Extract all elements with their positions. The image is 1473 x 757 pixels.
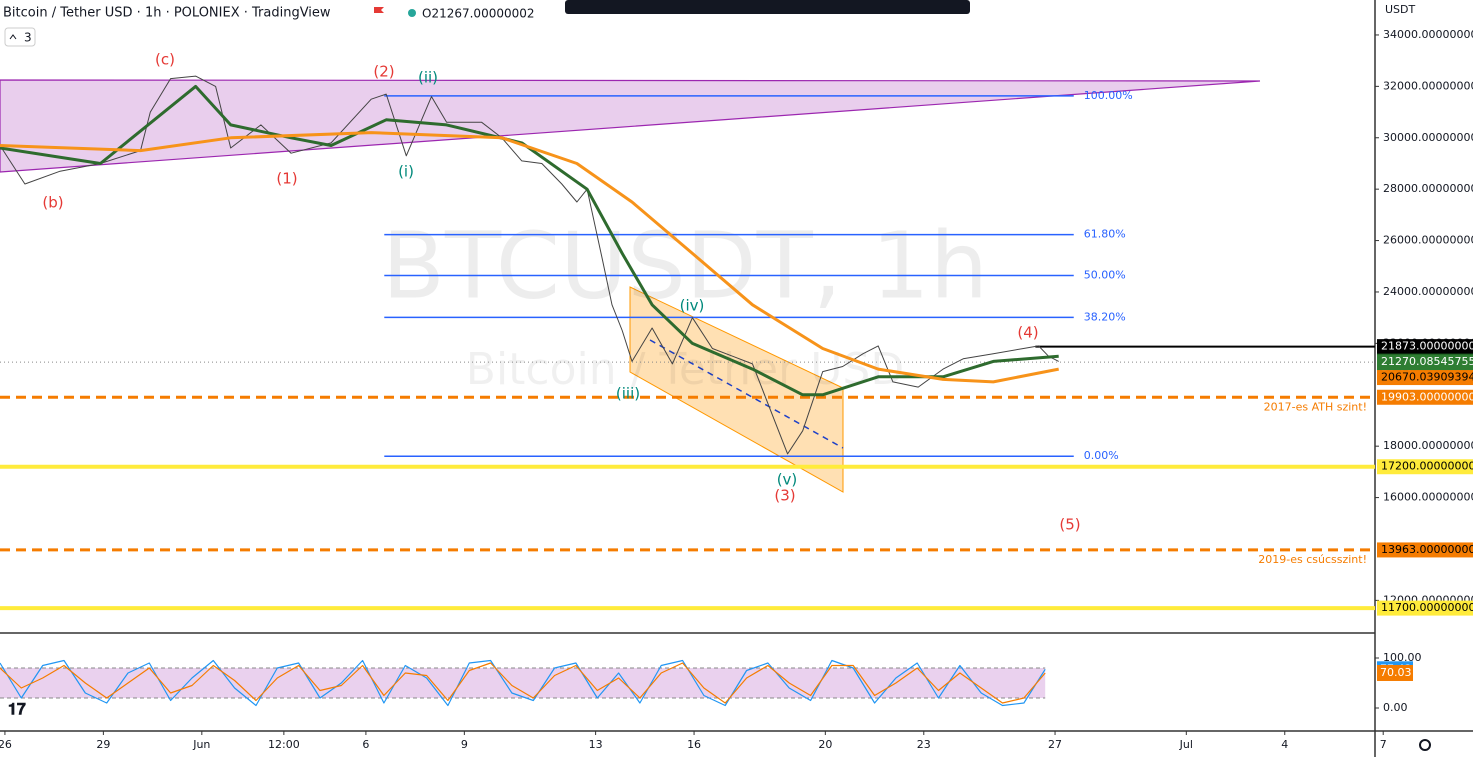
symbol-title[interactable]: Bitcoin / Tether USD · 1h · POLONIEX · T… bbox=[3, 6, 331, 21]
wave-label: (5) bbox=[1059, 516, 1080, 534]
price-unit[interactable]: USDT bbox=[1385, 3, 1416, 16]
price-label: 11700.00000000 bbox=[1381, 601, 1473, 614]
price-label: 17200.00000000 bbox=[1381, 460, 1473, 473]
collapse-button[interactable] bbox=[4, 27, 36, 47]
wave-label: (2) bbox=[373, 63, 394, 81]
tradingview-logo[interactable]: 𝟏𝟕 bbox=[8, 700, 26, 719]
x-tick-label: 13 bbox=[589, 738, 603, 751]
y-tick-label: 32000.00000000 bbox=[1383, 79, 1473, 92]
x-tick-label: 23 bbox=[917, 738, 931, 751]
toolbar[interactable] bbox=[565, 0, 970, 14]
y-tick-label: 24000.00000000 bbox=[1383, 285, 1473, 298]
level-label: 100.00% bbox=[1084, 89, 1133, 102]
indicator-count: 3 bbox=[24, 31, 32, 45]
x-tick-label: 26 bbox=[0, 738, 12, 751]
level-label: 2019-es csúcsszint! bbox=[1258, 553, 1367, 566]
wave-label: (4) bbox=[1017, 324, 1038, 342]
y-tick-label: 28000.00000000 bbox=[1383, 182, 1473, 195]
series-line bbox=[0, 662, 1046, 704]
price-label: 13963.00000000 bbox=[1381, 543, 1473, 556]
value-box bbox=[1377, 664, 1413, 681]
x-tick-label: 16 bbox=[687, 738, 701, 751]
price-label: 21270.08545755 bbox=[1381, 355, 1473, 368]
price-label: 21873.00000000 bbox=[1381, 340, 1473, 353]
y-tick-label: 30000.00000000 bbox=[1383, 131, 1473, 144]
level-label: 2017-es ATH szint! bbox=[1264, 400, 1367, 413]
x-tick-label: 6 bbox=[362, 738, 369, 751]
x-tick-label: 29 bbox=[96, 738, 110, 751]
y-tick-label: 0.00 bbox=[1383, 701, 1408, 714]
y-tick-label: 34000.00000000 bbox=[1383, 28, 1473, 41]
status-dot bbox=[408, 9, 416, 17]
x-tick-label: 27 bbox=[1048, 738, 1062, 751]
series-line bbox=[0, 659, 1046, 707]
y-tick-label: 16000.00000000 bbox=[1383, 491, 1473, 504]
level-label: 50.00% bbox=[1084, 269, 1126, 282]
ohlc-label: O21267.00000002 bbox=[422, 7, 535, 21]
y-tick-label: 100.00 bbox=[1383, 651, 1422, 664]
x-tick-label: 4 bbox=[1281, 738, 1288, 751]
band-fill bbox=[0, 668, 1046, 698]
price-label: 20670.03909394 bbox=[1381, 371, 1473, 384]
x-tick-label: Jun bbox=[192, 738, 210, 751]
x-tick-label: Jul bbox=[1179, 738, 1193, 751]
level-label: 0.00% bbox=[1084, 449, 1119, 462]
watermark: BTCUSDT, 1h bbox=[382, 212, 988, 319]
price-box bbox=[1377, 389, 1473, 405]
wave-label: (3) bbox=[774, 487, 795, 505]
price-box bbox=[1377, 600, 1473, 616]
price-box bbox=[1377, 459, 1473, 475]
channel-midline bbox=[649, 339, 844, 449]
wave-label: (iv) bbox=[680, 297, 705, 315]
series-line bbox=[0, 84, 1059, 397]
settings-gear[interactable] bbox=[1419, 739, 1431, 751]
level-label: 61.80% bbox=[1084, 228, 1126, 241]
y-tick-label: 26000.00000000 bbox=[1383, 234, 1473, 247]
wave-label: (iii) bbox=[616, 385, 640, 403]
wave-label: (i) bbox=[398, 163, 414, 181]
x-tick-label: 9 bbox=[461, 738, 468, 751]
watermark-sub: Bitcoin / Tether USD bbox=[466, 344, 904, 395]
level-label: 38.20% bbox=[1084, 310, 1126, 323]
price-box bbox=[1377, 542, 1473, 558]
x-tick-label: 7 bbox=[1380, 738, 1387, 751]
x-tick-label: 20 bbox=[818, 738, 832, 751]
collapse-icon bbox=[9, 34, 17, 40]
wave-label: (1) bbox=[276, 170, 297, 188]
wave-label: (b) bbox=[42, 194, 63, 212]
flag-icon[interactable] bbox=[374, 7, 384, 13]
wave-label: (v) bbox=[777, 471, 798, 489]
y-tick-label: 18000.00000000 bbox=[1383, 439, 1473, 452]
wave-label: (c) bbox=[155, 51, 175, 69]
series-line bbox=[0, 131, 1059, 384]
price-label: 19903.00000000 bbox=[1381, 390, 1473, 403]
price-box bbox=[1377, 339, 1473, 355]
price-box bbox=[1377, 370, 1473, 386]
x-tick-label: 12:00 bbox=[268, 738, 300, 751]
value-label: 70.03 bbox=[1380, 666, 1412, 679]
wave-label: (ii) bbox=[418, 69, 438, 87]
triangle-pattern bbox=[0, 79, 1261, 173]
